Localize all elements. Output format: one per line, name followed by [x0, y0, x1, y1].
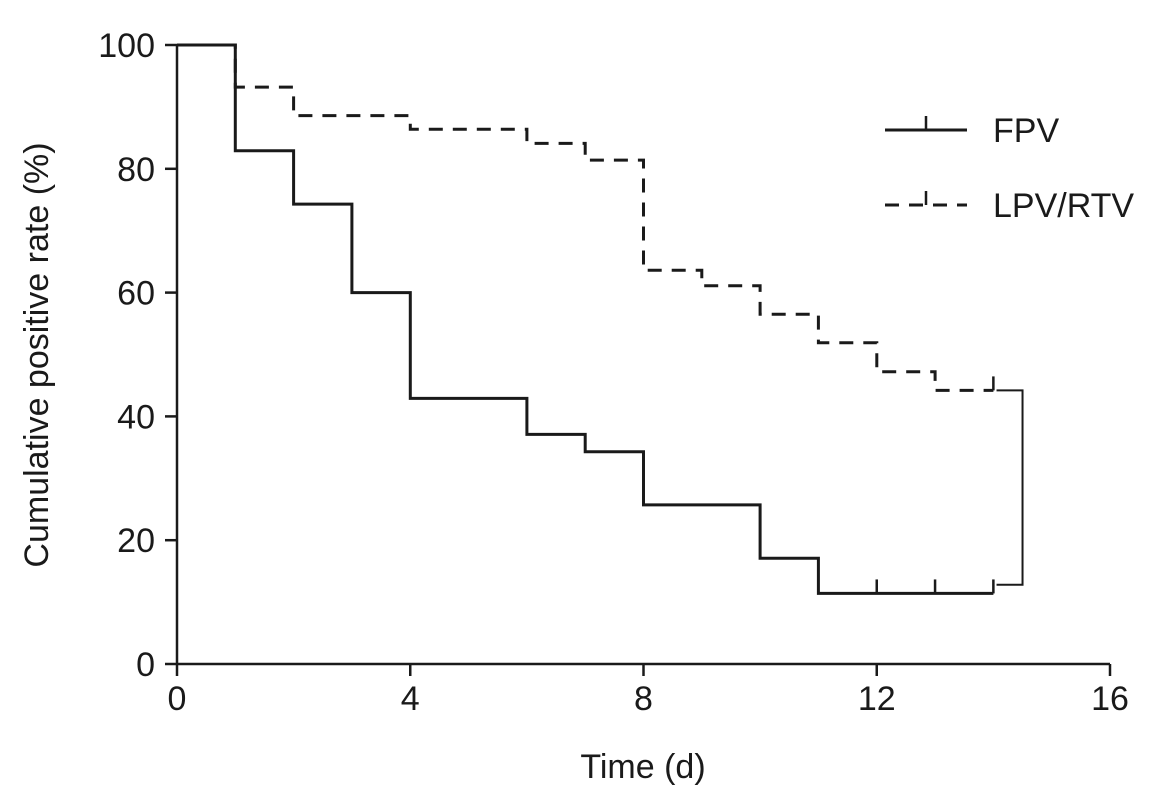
- x-tick-label: 16: [1091, 680, 1129, 718]
- y-tick-label: 20: [117, 522, 155, 560]
- legend-label-fpv: FPV: [993, 112, 1059, 150]
- y-tick-label: 40: [117, 398, 155, 436]
- x-tick-label: 4: [401, 680, 420, 718]
- x-axis-title: Time (d): [580, 748, 705, 786]
- annotation-layer: [996, 389, 1024, 586]
- x-tick-label: 12: [858, 680, 896, 718]
- x-tick-label: 0: [168, 680, 187, 718]
- axes: [175, 45, 1110, 666]
- legend-label-lpv-rtv: LPV/RTV: [993, 187, 1134, 225]
- y-tick-label: 0: [136, 646, 155, 684]
- x-tick-label: 8: [634, 680, 653, 718]
- y-axis-title: Cumulative positive rate (%): [18, 142, 56, 567]
- series-line-lpv-rtv: [177, 43, 994, 392]
- y-tick-label: 60: [117, 275, 155, 313]
- y-tick-label: 80: [117, 151, 155, 189]
- series-line-fpv: [177, 43, 994, 595]
- significance-bracket: [996, 389, 1024, 586]
- y-tick-label: 100: [98, 27, 155, 65]
- ticks: 0 4 8 12 16 0 20 40 60 80 100: [98, 27, 1129, 718]
- legend: FPV LPV/RTV: [885, 112, 1134, 225]
- series-layer: [177, 43, 995, 595]
